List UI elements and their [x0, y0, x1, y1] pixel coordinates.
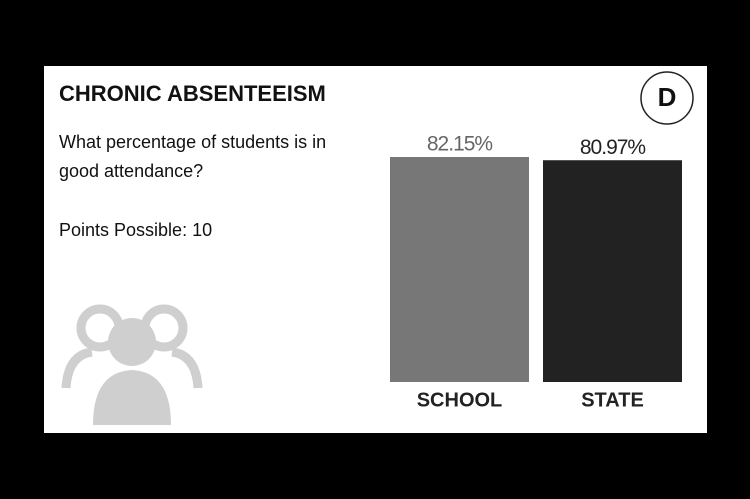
card-title: CHRONIC ABSENTEEISM — [59, 81, 326, 106]
grade-badge — [640, 71, 694, 125]
value-label: 82.15% — [427, 133, 493, 156]
people-icon-front — [93, 318, 171, 425]
x-tick-label: STATE — [581, 389, 644, 411]
grade: D — [658, 82, 677, 112]
bar — [390, 157, 529, 382]
points-possible: Points Possible: 10 — [59, 220, 213, 240]
bar — [543, 160, 682, 382]
value-label: 80.97% — [580, 136, 646, 159]
question: What percentage of students is in good a… — [59, 132, 327, 181]
x-tick-label: SCHOOL — [417, 389, 503, 411]
